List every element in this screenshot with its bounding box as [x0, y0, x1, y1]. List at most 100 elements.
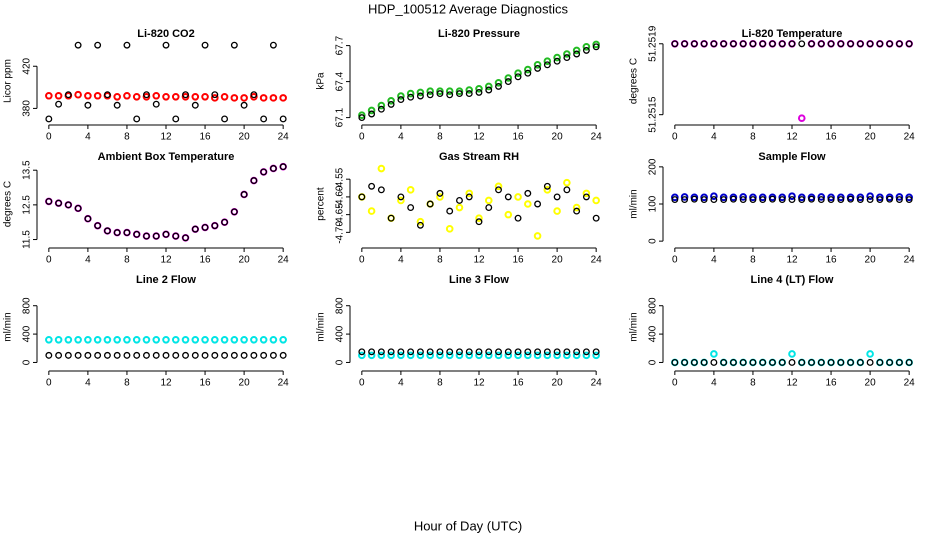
data-point	[759, 40, 767, 48]
data-point	[543, 57, 552, 66]
data-point	[827, 359, 835, 366]
data-point	[123, 91, 131, 100]
data-point	[367, 106, 376, 115]
data-point	[681, 40, 689, 48]
data-point	[465, 189, 474, 198]
data-point	[377, 164, 386, 173]
data-point	[563, 54, 571, 62]
y-tick-label: 67.4	[335, 71, 346, 91]
data-point	[162, 351, 170, 359]
panel-title: Line 4 (LT) Flow	[751, 274, 834, 286]
data-point	[553, 57, 561, 65]
data-point	[132, 93, 141, 101]
data-point	[514, 73, 522, 81]
data-point	[837, 193, 845, 202]
data-point	[201, 351, 209, 359]
y-tick-label: 11.5	[22, 230, 33, 249]
panel: Ambient Box Temperature degrees C 0 4 8 12 16 2…	[3, 151, 290, 266]
data-point	[456, 197, 463, 204]
data-point	[358, 111, 366, 119]
data-point	[524, 69, 532, 77]
x-tick-label: 4	[85, 255, 91, 266]
data-point	[211, 94, 219, 102]
data-point	[64, 351, 72, 359]
data-point	[856, 40, 864, 48]
x-axis-label: Hour of Day (UTC)	[414, 518, 522, 533]
y-tick-label: 51.2519	[648, 25, 659, 62]
data-point	[788, 40, 796, 48]
data-point	[387, 348, 395, 356]
data-point	[681, 359, 689, 366]
data-point	[133, 230, 141, 238]
data-point	[847, 40, 855, 48]
data-point	[582, 189, 591, 198]
data-point	[504, 210, 513, 219]
panel: Sample Flow ml/min 0 4 8 12 16 20 24 0 100 200	[629, 151, 916, 266]
panel-title: Li-820 CO2	[137, 28, 194, 40]
data-point	[710, 350, 718, 358]
panel-title: Ambient Box Temperature	[98, 151, 235, 163]
data-point	[817, 193, 826, 201]
x-tick-label: 24	[591, 255, 603, 266]
x-tick-label: 8	[437, 378, 443, 389]
data-point	[905, 359, 913, 366]
data-point	[113, 335, 121, 344]
x-tick-label: 16	[199, 132, 211, 143]
data-point	[465, 348, 473, 356]
y-tick-label: 800	[22, 297, 33, 314]
data-point	[260, 351, 268, 359]
data-point	[54, 335, 63, 344]
data-point	[671, 193, 679, 202]
panel: Li-820 Pressure kPa 0 4 8 12 16 20 24 67.1 67.4 67.…	[316, 28, 603, 143]
data-point	[113, 93, 121, 101]
data-point	[377, 101, 386, 110]
data-point	[582, 193, 590, 201]
y-axis-label: percent	[316, 187, 327, 221]
x-tick-label: 4	[85, 132, 91, 143]
data-point	[808, 195, 815, 203]
data-point	[55, 100, 63, 108]
data-point	[504, 348, 512, 356]
x-tick-label: 16	[825, 378, 837, 389]
y-axis-label: ml/min	[3, 312, 14, 341]
data-point	[681, 196, 689, 203]
data-point	[406, 351, 415, 360]
data-point	[573, 207, 581, 215]
data-point	[817, 359, 825, 366]
data-point	[416, 221, 424, 229]
data-point	[563, 351, 571, 360]
data-point	[162, 41, 170, 49]
x-tick-label: 20	[552, 378, 564, 389]
panel-title: Sample Flow	[758, 151, 826, 163]
data-point	[533, 351, 542, 360]
data-point	[808, 40, 815, 48]
data-point	[143, 232, 150, 240]
panel: Line 2 Flow ml/min 0 4 8 12 16 20 24 0 400 800	[3, 274, 290, 389]
data-point	[182, 234, 189, 242]
data-point	[827, 196, 835, 203]
data-point	[592, 40, 600, 49]
data-point	[700, 40, 708, 48]
data-point	[827, 40, 835, 48]
data-point	[533, 232, 542, 240]
data-point	[700, 196, 708, 203]
data-point	[817, 196, 825, 203]
data-point	[798, 359, 806, 366]
data-point	[416, 351, 425, 360]
x-tick-label: 12	[786, 255, 798, 266]
data-point	[407, 204, 415, 211]
data-point	[152, 335, 161, 344]
data-point	[886, 40, 894, 48]
data-point	[269, 335, 278, 344]
x-tick-label: 4	[398, 378, 404, 389]
data-point	[240, 335, 248, 344]
x-tick-label: 12	[473, 132, 485, 143]
data-point	[798, 196, 806, 203]
x-tick-label: 16	[512, 132, 524, 143]
data-point	[739, 359, 747, 366]
data-point	[484, 351, 493, 360]
data-point	[260, 168, 268, 176]
y-axis-label: kPa	[316, 72, 327, 90]
data-point	[221, 218, 229, 226]
